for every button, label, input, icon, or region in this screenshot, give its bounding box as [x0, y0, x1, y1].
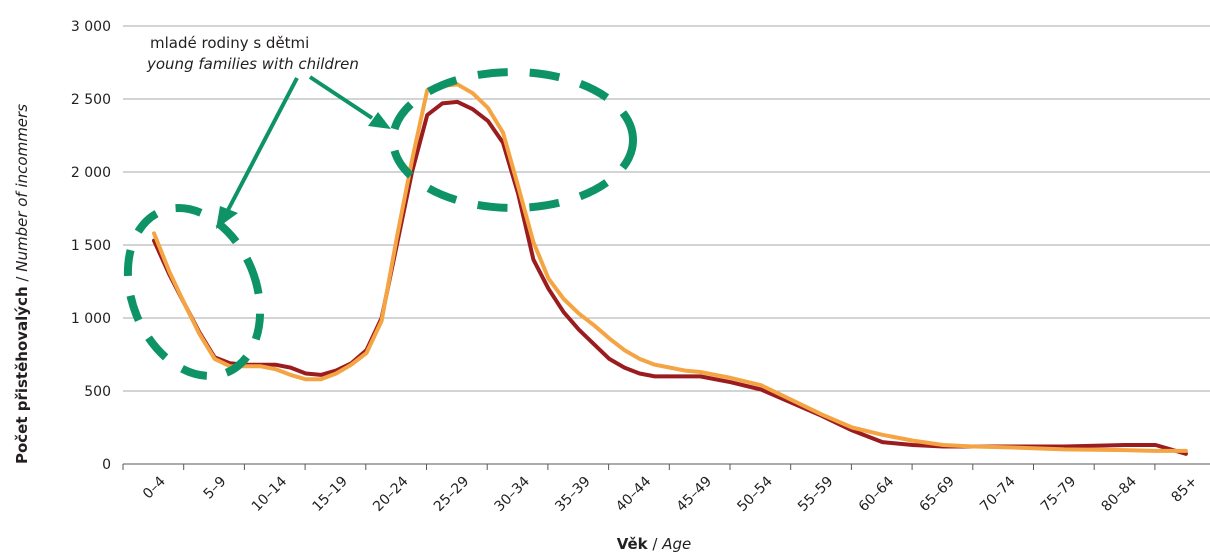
series-line-2 [152, 82, 1188, 453]
x-axis-title-alt: Age [661, 535, 691, 553]
x-tick-label: 70–74 [977, 473, 1019, 515]
annotation-arrow-1 [225, 77, 299, 213]
x-tick-label: 35–39 [552, 474, 593, 515]
y-tick-label: 1 500 [71, 238, 111, 254]
x-tick-label: 5–9 [201, 474, 230, 503]
series-lines [152, 82, 1188, 456]
x-tick-label: 60–64 [856, 473, 898, 515]
x-tick-label: 40–44 [613, 473, 655, 515]
x-tick-label: 85+ [1169, 474, 1201, 506]
y-axis-title-main: Počet přistěhovalých [13, 286, 31, 464]
series-line-1 [152, 99, 1188, 456]
annotation-ellipse-young-adults [389, 68, 637, 212]
x-tick-label: 80–84 [1099, 473, 1141, 515]
y-axis-title: Počet přistěhovalých / Number of incomme… [13, 104, 31, 464]
y-tick-label: 2 000 [71, 165, 111, 181]
x-axis-title-separator: / [648, 535, 663, 553]
y-axis-title-separator: / [13, 272, 31, 287]
x-tick-label: 25–29 [431, 474, 472, 515]
x-tick-label: 15–19 [309, 474, 350, 515]
y-tick-label: 2 500 [71, 92, 111, 108]
y-tick-label: 3 000 [71, 19, 111, 35]
annotation-arrowhead-1 [216, 206, 238, 229]
y-axis-title-alt: Number of incommers [13, 104, 31, 272]
x-tick-label: 0–4 [140, 473, 169, 502]
x-tick-label: 20–24 [370, 473, 412, 515]
x-tick-label: 10–14 [249, 473, 291, 515]
x-tick-label: 55–59 [795, 474, 836, 515]
x-axis-title: Věk / Age [617, 535, 692, 553]
x-tick-label: 50–54 [734, 473, 776, 515]
annotation-arrow-2 [308, 75, 374, 120]
grid-lines [123, 25, 1210, 392]
x-tick-label: 75–79 [1038, 474, 1079, 515]
y-tick-label: 0 [102, 457, 111, 473]
x-axis-title-main: Věk [617, 535, 649, 553]
annotation-ellipse-children [123, 204, 265, 380]
x-tick-label: 30–34 [492, 473, 534, 515]
y-axis-ticks: 0 500 1 000 1 500 2 000 2 500 3 000 [71, 19, 111, 473]
x-tick-label: 65–69 [916, 474, 957, 515]
annotation-arrowhead-2 [368, 112, 391, 129]
x-tick-label: 45–49 [674, 474, 715, 515]
annotation-label-cz: mladé rodiny s dětmi [150, 34, 309, 52]
y-tick-label: 1 000 [71, 311, 111, 327]
annotation-label-en: young families with children [146, 55, 359, 73]
x-axis-ticks: 0–4 5–9 10–14 15–19 20–24 25–29 30–34 35–39 40–4… [122, 464, 1201, 515]
y-tick-label: 500 [84, 384, 111, 400]
annotation-group [123, 68, 637, 380]
